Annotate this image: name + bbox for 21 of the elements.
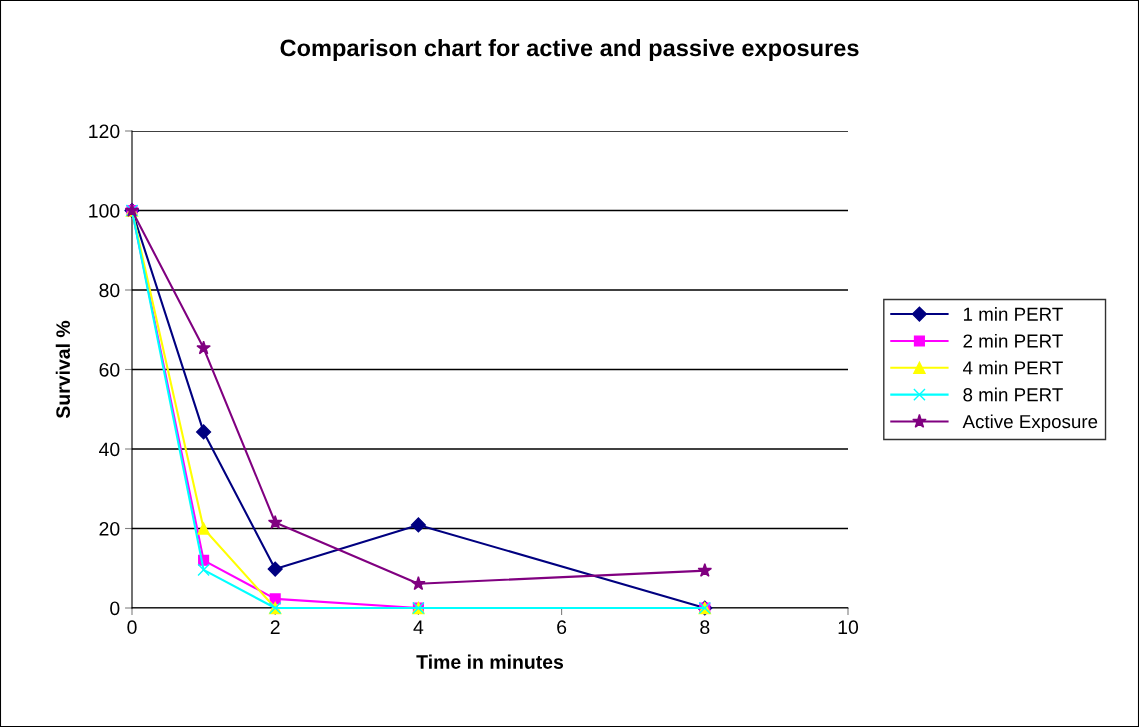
legend-label: 8 min PERT — [963, 387, 1063, 402]
x-tick-label: 0 — [127, 620, 137, 635]
y-tick-label: 0 — [110, 601, 120, 616]
y-tick-label: 60 — [99, 362, 120, 377]
x-tick-label: 8 — [700, 620, 710, 635]
legend-label: 2 min PERT — [963, 333, 1063, 348]
legend-label: 1 min PERT — [963, 307, 1063, 321]
y-tick-label: 40 — [99, 442, 120, 457]
legend-label: 4 min PERT — [962, 360, 1063, 375]
y-tick-label: 20 — [99, 521, 120, 536]
x-tick-label: 4 — [413, 620, 424, 634]
chart-title: Comparison chart for active and passive exposures — [280, 39, 859, 61]
y-tick-label: 120 — [89, 124, 120, 139]
y-axis-title: Survival % — [55, 320, 71, 419]
x-axis-title: Time in minutes — [416, 654, 564, 669]
y-tick-label: 80 — [99, 283, 120, 298]
legend-label: Active Exposure — [962, 414, 1098, 432]
x-tick-label: 6 — [557, 620, 567, 635]
x-tick-label: 2 — [270, 620, 280, 634]
y-tick-label: 100 — [89, 203, 120, 218]
x-tick-label: 10 — [838, 620, 859, 635]
